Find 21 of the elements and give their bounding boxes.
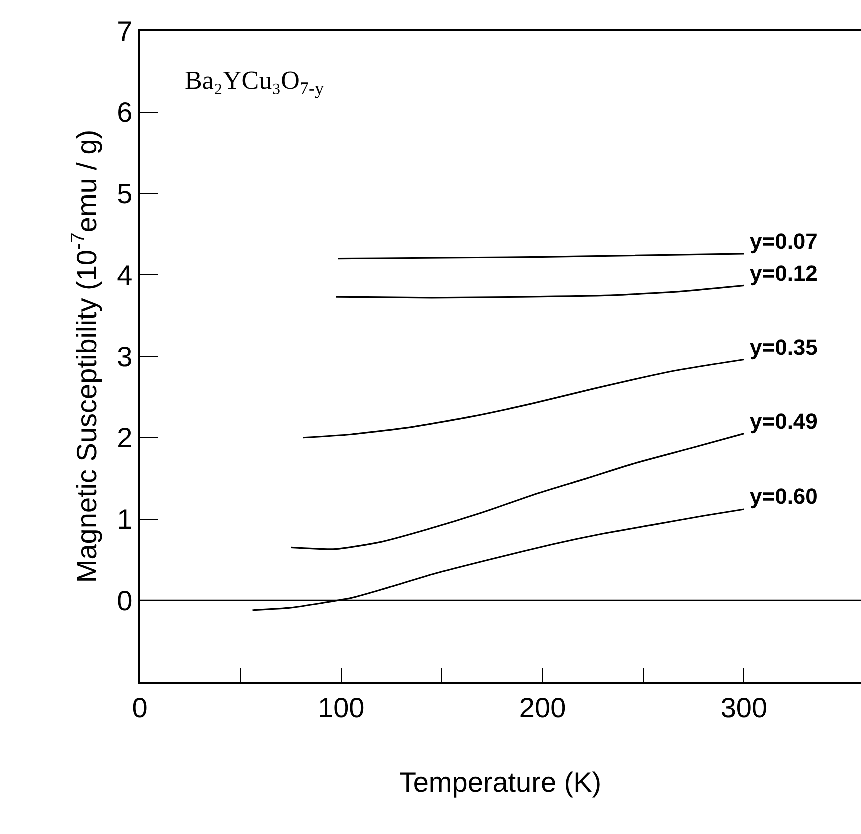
y-tick-label: 2 [117,422,133,454]
series-label: y=0.60 [750,484,818,509]
series-label: y=0.49 [750,409,818,434]
line-series [336,284,745,299]
x-tick-label: 300 [720,692,768,724]
y-tick-label: 5 [117,178,133,210]
series-label: y=0.07 [750,229,818,254]
text: Ba₂YCu₃O$_{7-y}$ [185,66,326,98]
y-tick-label: 1 [117,504,133,536]
y-tick-label: 7 [117,16,133,47]
y-tick-label: 0 [117,585,133,616]
y-tick-label: 4 [117,260,133,291]
x-tick-label: 100 [318,692,365,724]
line-series [290,433,745,550]
series-label: y=0.12 [750,261,818,286]
series-label: y=0.35 [750,335,818,360]
y-tick-label: 6 [117,97,133,128]
line-series [302,358,745,439]
x-axis-title: Temperature (K) [399,766,602,798]
x-tick-label: 200 [519,692,566,724]
y-tick-label: 3 [117,341,133,372]
